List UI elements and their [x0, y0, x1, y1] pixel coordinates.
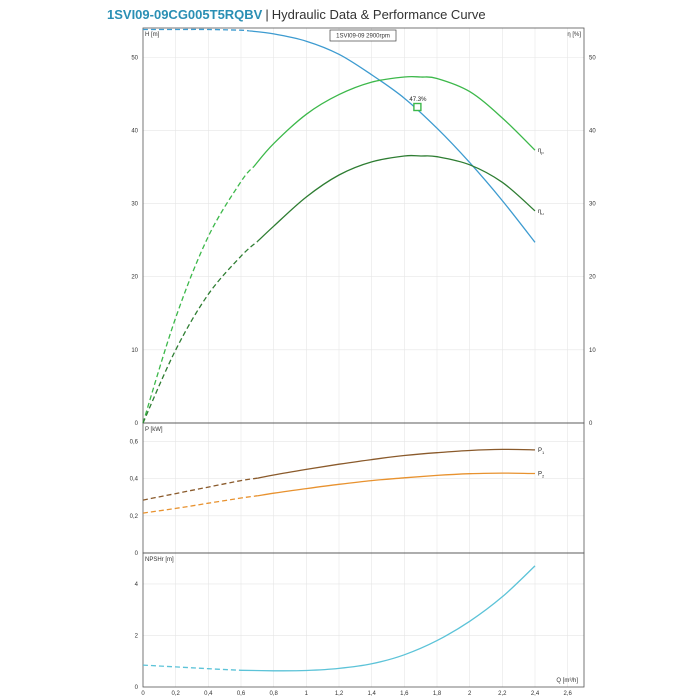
- title-separator: |: [265, 7, 269, 22]
- title-description: Hydraulic Data & Performance Curve: [271, 7, 486, 22]
- x-tick-label: 2: [468, 691, 472, 697]
- panel-frame-npsh: [142, 552, 585, 688]
- x-tick-label: 0,6: [237, 691, 246, 697]
- x-tick-label: 2,6: [563, 691, 572, 697]
- series-p2-line: [257, 472, 536, 497]
- y-left-tick-label: 0: [135, 421, 139, 427]
- model-code: 1SVI09-09CG005T5RQBV: [107, 7, 263, 22]
- series-label-ηu: ηu: [538, 209, 544, 216]
- series-ηu-line: [256, 154, 536, 243]
- series-label-p1: P1: [538, 448, 545, 455]
- x-tick-label: 0: [141, 691, 145, 697]
- series-layer: [142, 28, 536, 672]
- y-left-tick-label: 0,4: [130, 477, 139, 483]
- y-left-tick-label: 40: [131, 128, 138, 134]
- y-left-axis-label: H [m]: [145, 32, 160, 38]
- y-right-tick-label: 40: [589, 128, 596, 134]
- y-right-tick-label: 50: [589, 55, 596, 61]
- y-left-axis-label: NPSHr [m]: [145, 557, 174, 563]
- y-left-tick-label: 0: [135, 551, 139, 557]
- series-ηu-dashed: [142, 241, 258, 424]
- series-p1-line: [257, 448, 536, 479]
- y-left-tick-label: 2: [135, 633, 139, 639]
- series-h-line: [249, 30, 536, 243]
- x-tick-label: 2,2: [498, 691, 507, 697]
- y-right-tick-label: 10: [589, 348, 596, 354]
- series-ηp-dashed: [142, 165, 255, 424]
- y-left-tick-label: 0: [135, 685, 139, 691]
- y-left-tick-label: 0,6: [130, 440, 139, 446]
- y-right-axis-label: η [%]: [567, 32, 581, 38]
- x-tick-label: 0,2: [171, 691, 180, 697]
- x-tick-label: 0,4: [204, 691, 213, 697]
- bep-marker: [413, 102, 422, 112]
- y-right-tick-label: 30: [589, 202, 596, 208]
- chart-title: 1SVI09-09CG005T5RQBV | Hydraulic Data & Pe…: [107, 6, 486, 24]
- y-right-tick-label: 0: [589, 421, 593, 427]
- series-label-ηp: ηp: [538, 148, 544, 155]
- series-npshr-dashed: [142, 664, 242, 671]
- y-left-tick-label: 20: [131, 275, 138, 281]
- bep-label: 47.3%: [409, 97, 427, 103]
- x-tick-label: 1,2: [335, 691, 344, 697]
- series-label-p2: P2: [538, 472, 545, 479]
- series-ηp-line: [253, 75, 536, 167]
- series-h-dashed: [143, 28, 250, 32]
- legend-box: [329, 29, 397, 42]
- panel-frame-head-efficiency: [142, 27, 585, 424]
- x-tick-label: 1,6: [400, 691, 409, 697]
- frame-layer: [142, 27, 585, 688]
- y-right-tick-label: 20: [589, 275, 596, 281]
- legend-box-text: 1SVI09-09 2900rpm: [336, 34, 390, 40]
- y-left-tick-label: 4: [135, 582, 139, 588]
- series-p1-dashed: [142, 477, 258, 501]
- x-tick-label: 1,4: [367, 691, 376, 697]
- y-left-tick-label: 10: [131, 348, 138, 354]
- series-p2-dashed: [142, 495, 258, 514]
- x-tick-label: 1,8: [433, 691, 442, 697]
- x-tick-label: 2,4: [531, 691, 540, 697]
- text-layer: 0 0,2 0,4 0,6 0,8 1 1,2 1,4 1,6 1,8 2 2,2 2,4 2,6 Q [m…: [130, 32, 597, 697]
- x-axis-label: Q [m³/h]: [556, 678, 578, 684]
- y-left-tick-label: 0,2: [130, 514, 139, 520]
- grid-layer: [143, 28, 584, 687]
- y-left-tick-label: 50: [131, 55, 138, 61]
- x-tick-label: 0,8: [269, 691, 278, 697]
- y-left-axis-label: P [kW]: [145, 427, 163, 433]
- series-npshr-line: [240, 565, 536, 672]
- panel-frame-power: [142, 422, 585, 554]
- x-tick-label: 1: [305, 691, 309, 697]
- y-left-tick-label: 30: [131, 202, 138, 208]
